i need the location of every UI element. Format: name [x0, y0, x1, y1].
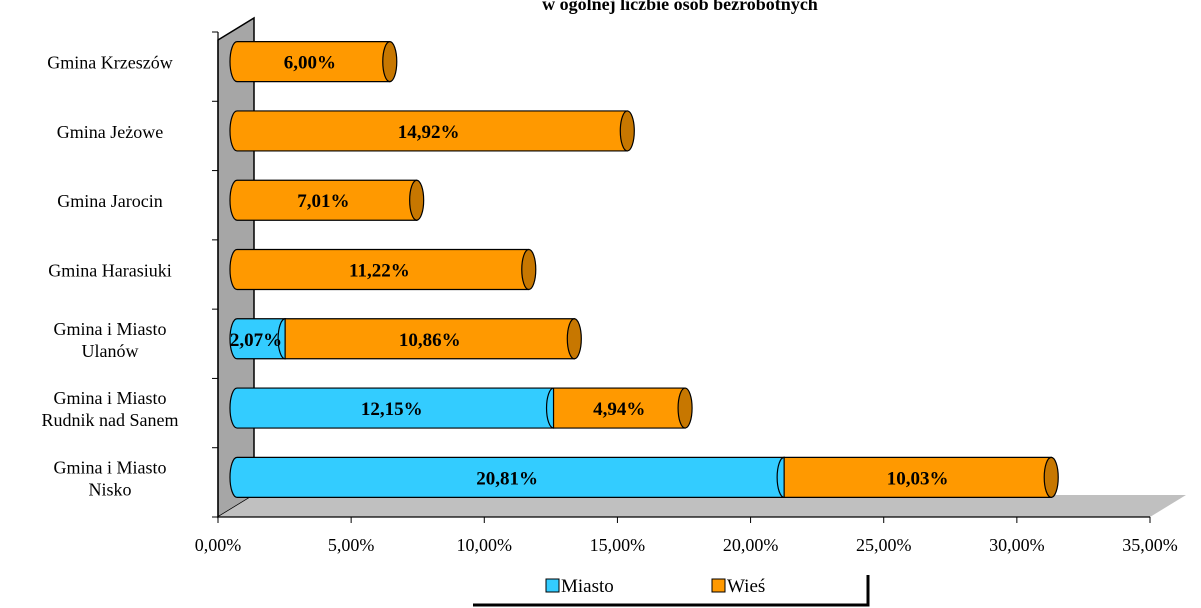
bar-end-cap	[677, 387, 693, 429]
category-label: Ulanów	[82, 341, 139, 361]
data-label: 12,15%	[361, 399, 423, 420]
legend-label: Wieś	[727, 576, 765, 597]
category-label: Gmina i Miasto	[54, 457, 167, 477]
legend-swatch-miasto	[545, 578, 560, 593]
x-tick-label: 5,00%	[328, 535, 375, 555]
bar-end-cap	[409, 179, 425, 221]
bar-segment-miasto	[229, 318, 286, 360]
x-tick-label: 20,00%	[723, 535, 779, 555]
bar-segment-wie-	[229, 41, 391, 83]
category-label: Rudnik nad Sanem	[42, 410, 179, 430]
category-label: Nisko	[88, 479, 131, 499]
category-label: Gmina Harasiuki	[48, 261, 171, 281]
data-label: 11,22%	[349, 261, 410, 282]
x-tick-label: 0,00%	[195, 535, 242, 555]
category-label: Gmina i Miasto	[54, 388, 167, 408]
data-label: 20,81%	[476, 468, 538, 489]
bar-segment-miasto	[229, 456, 785, 498]
data-label: 6,00%	[284, 53, 336, 74]
data-label: 7,01%	[297, 191, 349, 212]
floor	[218, 495, 1186, 517]
x-tick-label: 30,00%	[989, 535, 1045, 555]
chart-title: w ogólnej liczbie osób bezrobotnych	[542, 0, 818, 14]
bar-end-cap	[382, 41, 398, 83]
legend-swatch-wie-	[711, 578, 726, 593]
category-label: Gmina Krzeszów	[47, 53, 172, 73]
x-tick-label: 10,00%	[457, 535, 513, 555]
category-label: Gmina Jeżowe	[57, 122, 163, 142]
chart-bars: 20,81% 10,03% 12,15% 4,94% 2,07% 10,86% 11,22%…	[229, 41, 1059, 498]
data-label: 4,94%	[593, 399, 645, 420]
bar-segment-miasto	[229, 387, 555, 429]
x-tick-label: 15,00%	[590, 535, 646, 555]
bar-end-cap	[1043, 456, 1059, 498]
data-label: 14,92%	[398, 122, 460, 143]
x-tick-label: 25,00%	[856, 535, 912, 555]
bar-segment-wie-	[229, 179, 418, 221]
bar-segment-wie-	[229, 248, 530, 291]
bar-segment-wie-	[229, 110, 628, 152]
category-label: Gmina i Miasto	[54, 319, 167, 339]
category-label: Gmina Jarocin	[57, 191, 162, 211]
chart-title-layer: w ogólnej liczbie osób bezrobotnych	[542, 0, 818, 14]
data-label: 10,86%	[399, 330, 461, 351]
bar-end-cap	[619, 110, 635, 152]
legend-label: Miasto	[561, 576, 614, 597]
legend-frame	[473, 575, 870, 607]
data-label: 2,07%	[230, 330, 282, 351]
bar-end-cap	[566, 318, 582, 360]
chart-legend: Miasto Wieś	[473, 575, 870, 607]
data-label: 10,03%	[887, 468, 949, 489]
x-tick-label: 35,00%	[1122, 535, 1178, 555]
chart-axes: 0,00% 5,00% 10,00% 15,00% 20,00% 25,00% 30,00%…	[42, 31, 1178, 555]
bar-end-cap	[521, 248, 537, 291]
